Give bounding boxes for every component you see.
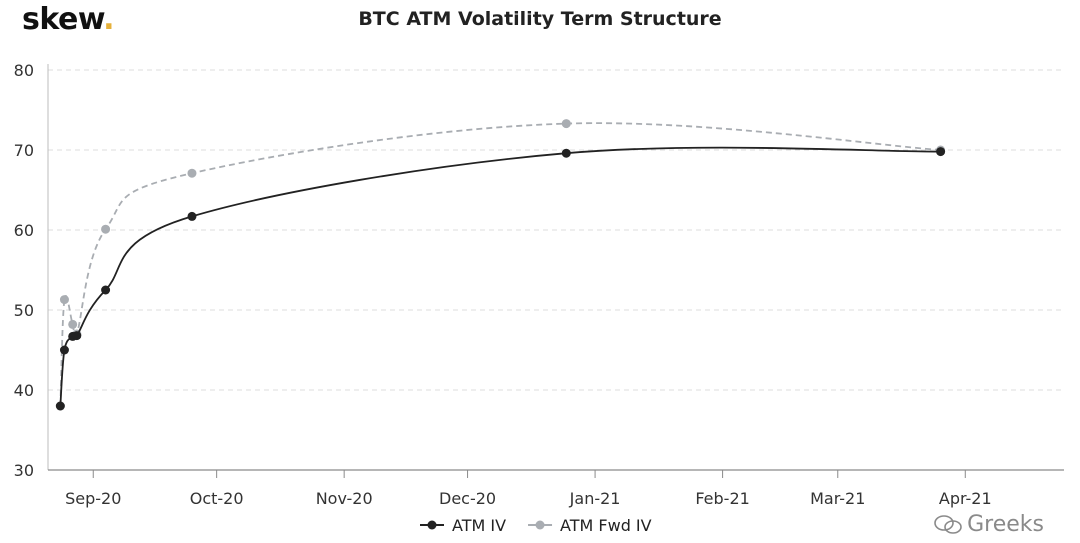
point-atm-iv-1	[59, 345, 69, 355]
legend-label-atm-fwd-iv: ATM Fwd IV	[560, 516, 652, 535]
x-tick-label-Nov-20: Nov-20	[316, 489, 373, 508]
series-layer	[55, 119, 946, 411]
series-line-atm-fwd-iv	[59, 122, 941, 407]
legend-marker-atm-iv	[427, 520, 437, 530]
axes: 30 40 50 60 70 80 Sep-20 Oct-20 Nov-20 Dec-20 Jan-…	[14, 61, 1064, 508]
x-tick-label-Mar-21: Mar-21	[810, 489, 865, 508]
point-atm-iv-7	[936, 147, 946, 157]
point-atm-iv-5	[187, 211, 197, 221]
y-tick-label-60: 60	[14, 221, 34, 240]
chat-bubble-icon	[934, 515, 962, 534]
grid-lines	[48, 69, 1064, 391]
chart-title: BTC ATM Volatility Term Structure	[358, 8, 722, 30]
y-tick-label-50: 50	[14, 301, 34, 320]
point-atm-iv-3	[72, 331, 82, 341]
x-tick-label-Jan-21: Jan-21	[569, 489, 621, 508]
y-tick-label-40: 40	[14, 381, 34, 400]
watermark-text: Greeks	[967, 512, 1044, 537]
point-atm-iv-6	[561, 148, 571, 158]
y-tick-label-70: 70	[14, 141, 34, 160]
x-tick-label-Sep-20: Sep-20	[65, 489, 121, 508]
logo-text: skew	[22, 2, 104, 37]
point-atm-fwd-iv-1	[59, 295, 69, 305]
series-line-atm-iv	[59, 146, 941, 407]
x-tick-label-Apr-21: Apr-21	[939, 489, 992, 508]
y-tick-label-80: 80	[14, 61, 34, 80]
y-tick-label-30: 30	[14, 461, 34, 480]
x-tick-label-Oct-20: Oct-20	[190, 489, 244, 508]
legend-marker-atm-fwd-iv	[535, 520, 545, 530]
skew-logo: skew.	[22, 2, 115, 37]
legend-label-atm-iv: ATM IV	[452, 516, 506, 535]
x-tick-label-Feb-21: Feb-21	[695, 489, 749, 508]
watermark: Greeks	[933, 512, 1044, 537]
logo-dot: .	[103, 2, 115, 37]
point-atm-fwd-iv-2	[68, 319, 78, 329]
point-atm-fwd-iv-4	[101, 224, 111, 234]
point-atm-fwd-iv-6	[561, 119, 571, 129]
x-tick-label-Dec-20: Dec-20	[439, 489, 496, 508]
point-atm-iv-0	[55, 401, 65, 411]
point-atm-fwd-iv-5	[187, 168, 197, 178]
legend: ATM IV ATM Fwd IV	[420, 516, 652, 535]
point-atm-iv-4	[101, 285, 111, 295]
